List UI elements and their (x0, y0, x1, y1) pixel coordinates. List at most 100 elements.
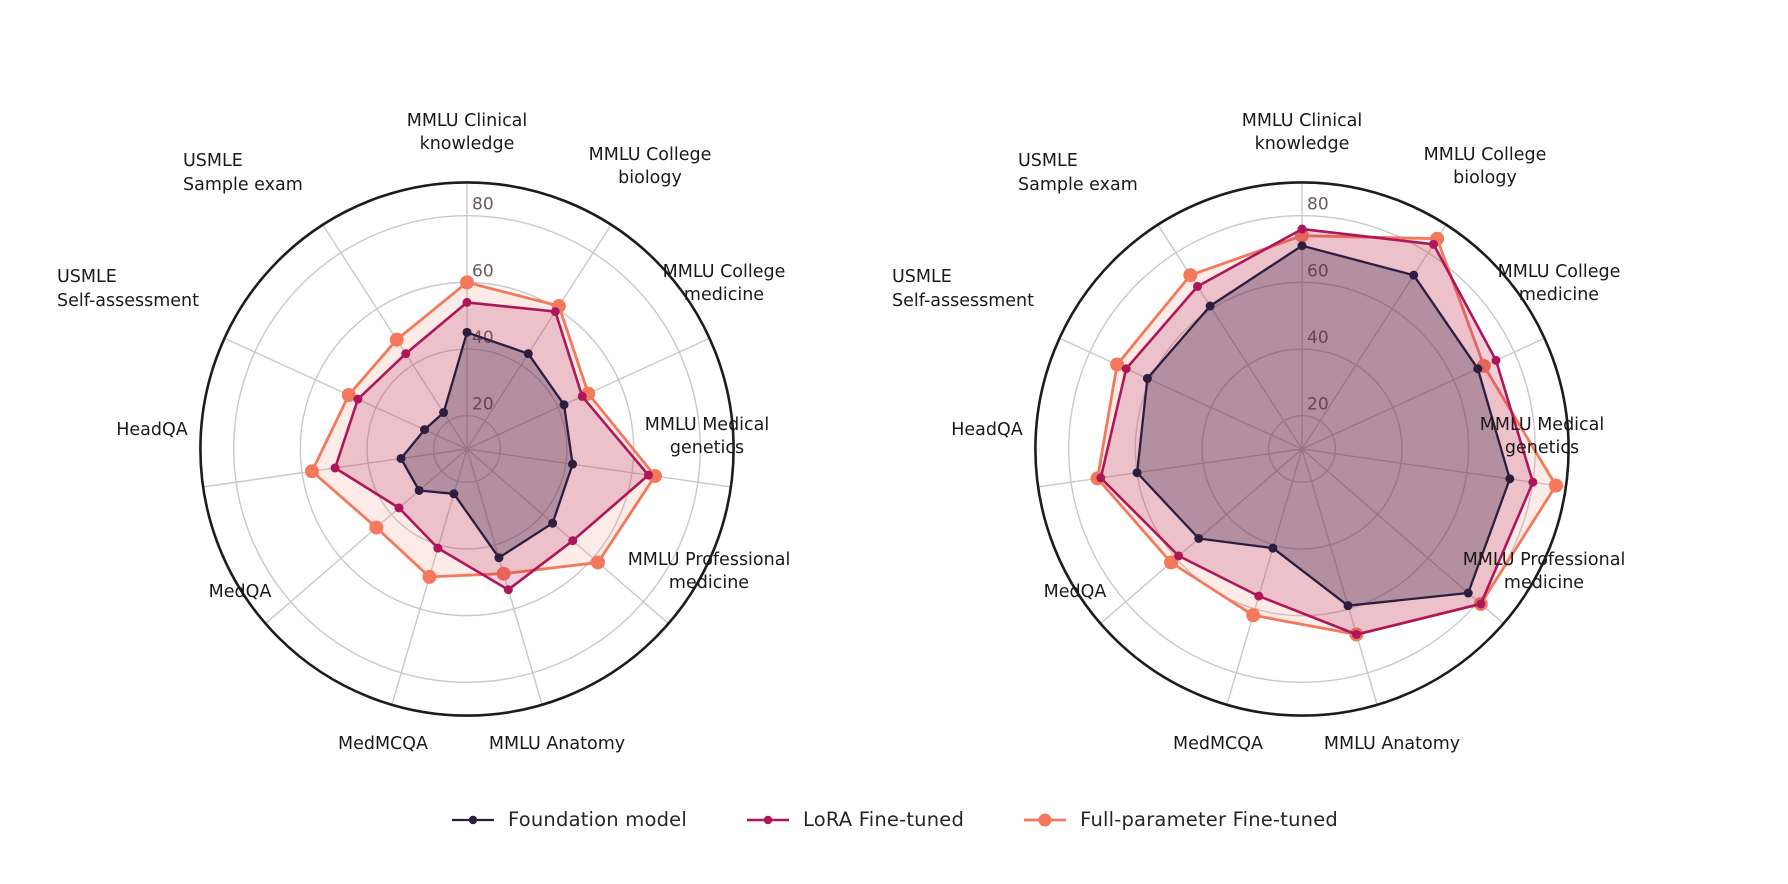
chart-boundary (199, 181, 735, 717)
series-line-full-parameter-fine-tuned (1096, 234, 1558, 636)
data-point-marker (1096, 473, 1106, 483)
data-point-marker (559, 400, 569, 410)
data-point-marker (1205, 301, 1215, 311)
category-label: Self-assessment (57, 291, 199, 311)
data-point-marker (643, 470, 653, 480)
data-point-marker (1132, 468, 1142, 478)
data-point-marker (1409, 270, 1419, 280)
category-label: MedMCQA (338, 734, 428, 754)
data-point-marker (548, 518, 558, 528)
chart-boundary (1034, 181, 1570, 717)
category-label: MMLU College (589, 145, 712, 165)
category-label: MMLU College (1424, 145, 1547, 165)
radial-tick-label: 60 (1307, 261, 1329, 281)
grid-spoke (1059, 337, 1303, 450)
data-point-marker (462, 327, 472, 337)
legend-item-foundation-model: Foundation model (450, 808, 687, 831)
data-point-marker (1476, 599, 1486, 609)
grid-spoke (1301, 224, 1447, 450)
data-point-marker (389, 332, 404, 347)
data-point-marker (330, 463, 340, 473)
series-line-lora-fine-tuned (1099, 227, 1535, 636)
data-point-marker (396, 453, 406, 463)
category-label: biology (618, 168, 682, 188)
legend-dot-icon (1038, 813, 1052, 826)
category-label: medicine (669, 573, 749, 593)
series-line-foundation-model (1135, 244, 1511, 607)
grid-spoke (1038, 448, 1303, 488)
data-point-marker (1351, 629, 1361, 639)
data-point-marker (1528, 477, 1538, 487)
legend: Foundation model LoRA Fine-tuned Full-pa… (0, 808, 1788, 831)
category-label: knowledge (1255, 134, 1350, 154)
data-point-marker (1193, 281, 1203, 291)
category-label: MMLU Anatomy (489, 734, 625, 754)
data-point-marker (439, 408, 449, 418)
data-point-marker (394, 503, 404, 513)
data-point-marker (1491, 355, 1501, 365)
data-point-marker (577, 391, 587, 401)
legend-item-full-parameter-fine-tuned: Full-parameter Fine-tuned (1022, 808, 1338, 831)
data-point-marker (460, 275, 474, 290)
data-point-marker (1505, 474, 1515, 484)
category-label: Sample exam (1018, 175, 1138, 195)
series-fill-foundation-model (1137, 245, 1510, 606)
series-fill-lora-fine-tuned (335, 302, 649, 590)
category-label: MedQA (209, 582, 272, 602)
data-point-marker (1194, 533, 1204, 543)
category-label: USMLE (57, 267, 117, 287)
radial-tick-label: 80 (1307, 195, 1329, 215)
grid-spoke (1301, 337, 1545, 450)
category-label: biology (1453, 168, 1517, 188)
category-label: MMLU Clinical (407, 111, 528, 131)
category-label: MMLU Professional (628, 550, 791, 570)
radial-tick-label: 20 (1307, 395, 1329, 415)
series-fill-foundation-model (401, 332, 573, 558)
data-point-marker (1297, 224, 1307, 234)
grid-spoke (265, 448, 468, 625)
data-point-marker (568, 536, 578, 546)
data-point-marker (414, 485, 424, 495)
data-point-marker (496, 566, 511, 581)
data-point-marker (462, 297, 472, 307)
grid-spoke (1301, 448, 1566, 488)
radial-tick-label: 40 (1307, 328, 1329, 348)
category-label: genetics (1505, 438, 1579, 458)
legend-marker-lora (746, 815, 789, 824)
category-label: medicine (684, 285, 764, 305)
grid-spoke (466, 448, 669, 625)
category-label: HeadQA (951, 420, 1023, 440)
data-point-marker (1164, 555, 1179, 570)
legend-dot-icon (763, 815, 773, 824)
data-point-marker (523, 349, 533, 359)
data-point-marker (401, 349, 411, 359)
series-fill-full-parameter-fine-tuned (1097, 235, 1556, 635)
data-point-marker (1343, 601, 1353, 611)
data-point-marker (433, 543, 443, 553)
legend-marker-foundation (452, 815, 495, 824)
data-point-marker (1429, 239, 1439, 249)
data-point-marker (369, 520, 384, 535)
category-label: HeadQA (116, 420, 188, 440)
grid-spoke (1301, 448, 1378, 705)
grid-spoke (1157, 224, 1303, 450)
series-line-lora-fine-tuned (333, 301, 650, 591)
series-line-full-parameter-fine-tuned (310, 281, 657, 579)
data-point-marker (503, 585, 513, 595)
data-point-marker (1142, 373, 1152, 383)
grid-spoke (1226, 448, 1303, 705)
category-label: knowledge (420, 134, 515, 154)
data-point-marker (449, 489, 459, 499)
category-label: medicine (1519, 285, 1599, 305)
data-point-marker (420, 425, 430, 435)
category-label: MMLU College (663, 262, 786, 282)
data-point-marker (422, 569, 437, 584)
category-label: MedMCQA (1173, 734, 1263, 754)
category-label: MMLU Professional (1463, 550, 1626, 570)
data-point-marker (1463, 588, 1473, 598)
category-label: Sample exam (183, 175, 303, 195)
data-point-marker (590, 555, 605, 570)
data-point-marker (1246, 608, 1261, 623)
category-label: medicine (1504, 573, 1584, 593)
